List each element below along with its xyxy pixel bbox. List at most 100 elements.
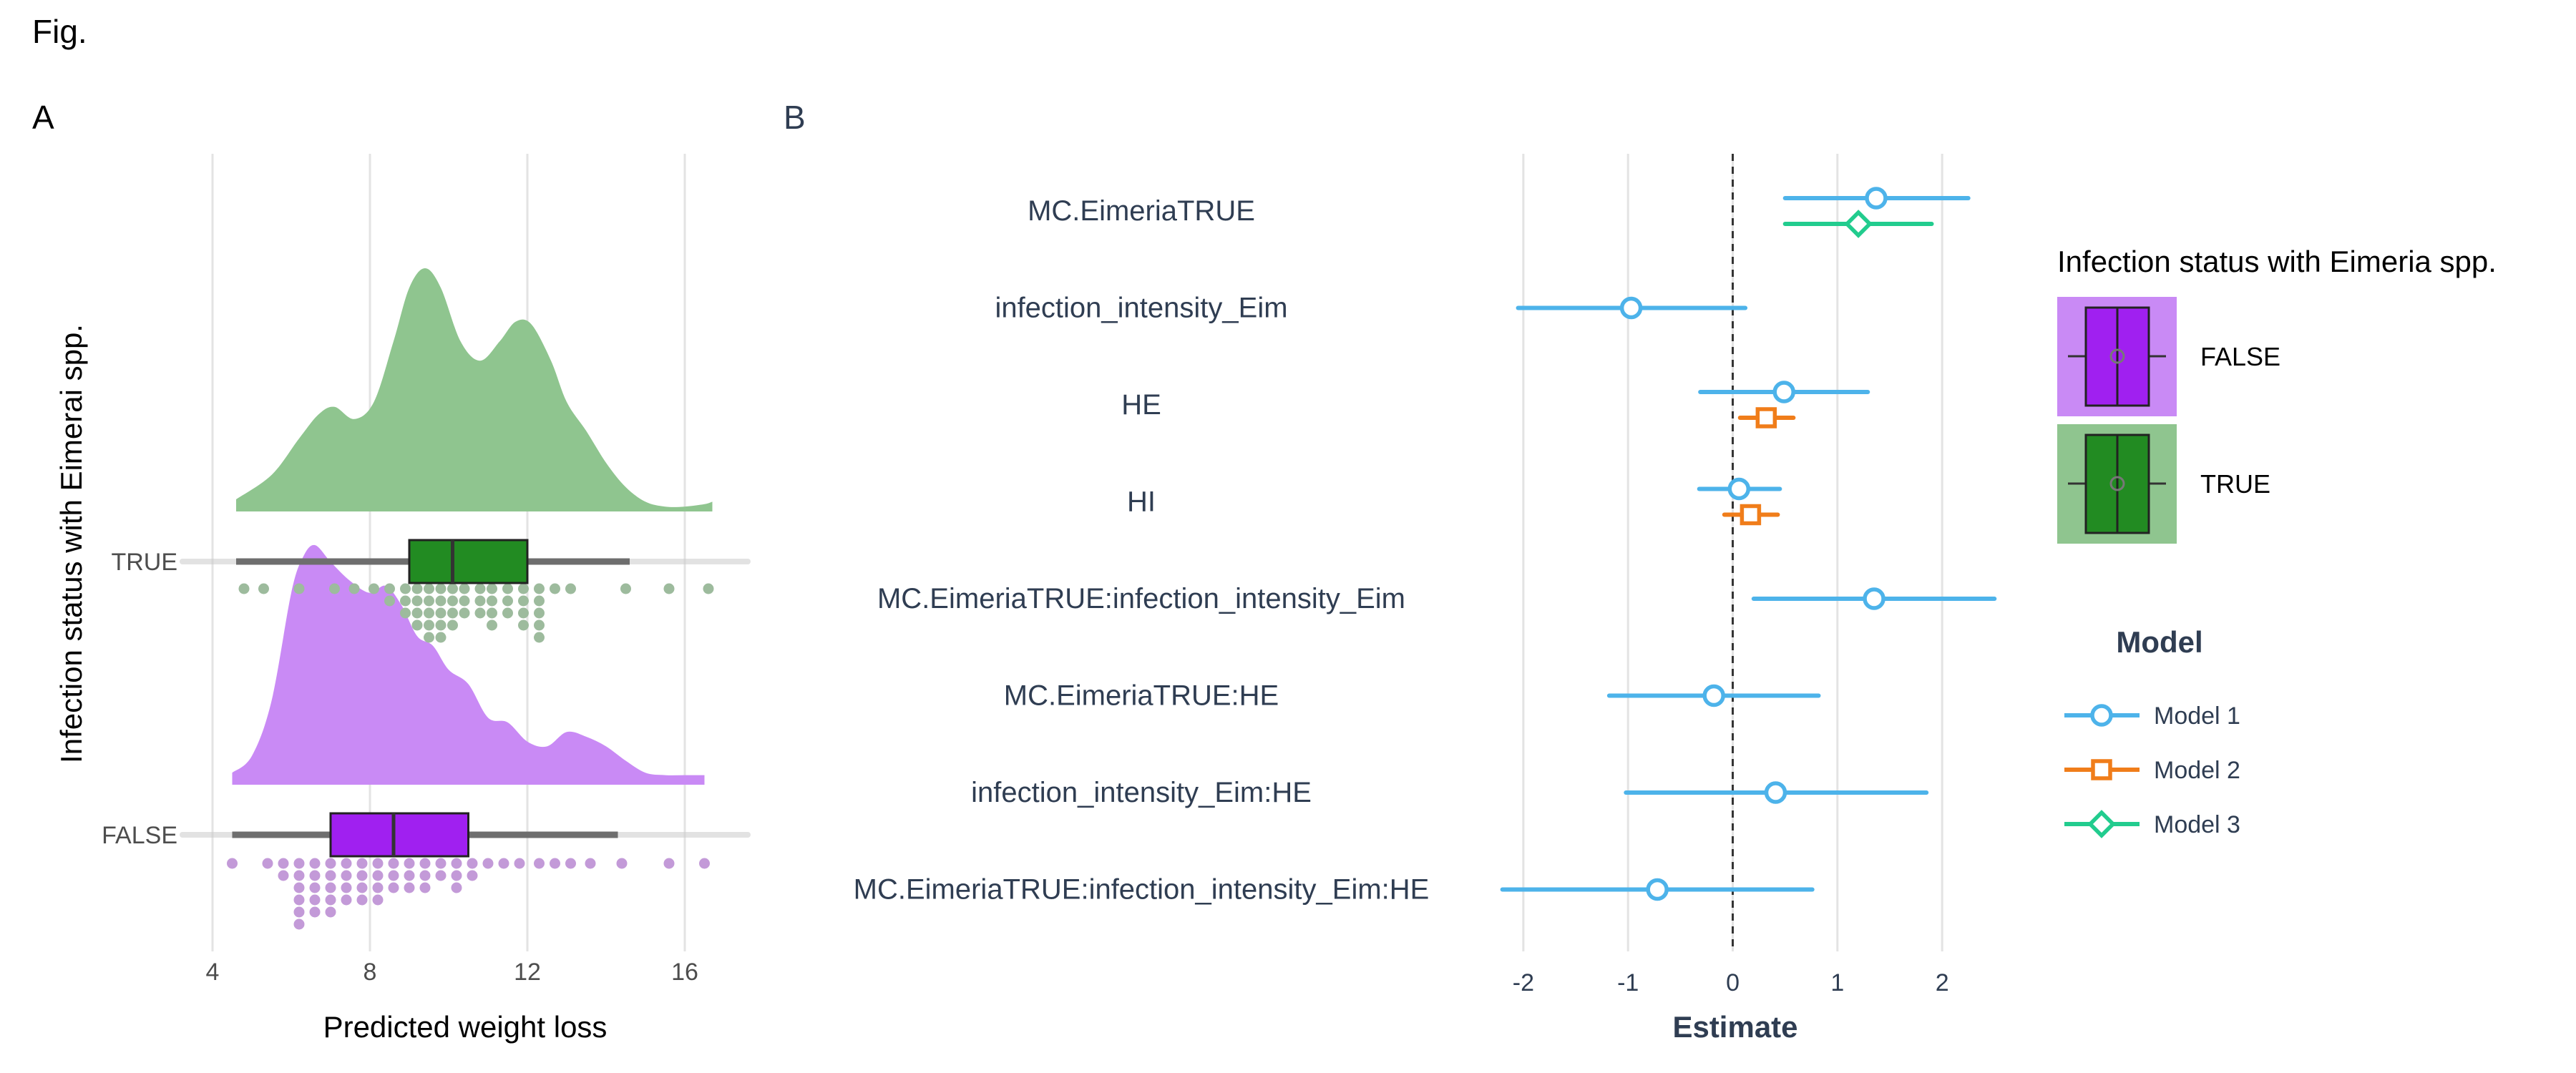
panel-a: A TRUE FALSE 4 8 12 16 Predicted weight loss… (32, 99, 751, 1044)
panel-b-x-tick-label: -2 (1513, 969, 1534, 996)
panel-b-x-tick-label: -1 (1617, 969, 1639, 996)
panel-a-false-dot (341, 858, 352, 869)
panel-a-true-dot (474, 583, 486, 594)
panel-a-false-dot (356, 882, 368, 893)
panel-a-false-box (329, 812, 469, 858)
panel-a-true-dot (502, 583, 513, 594)
panel-a-false-dot (372, 894, 384, 906)
panel-a-false-dot (388, 870, 399, 881)
panel-a-false-dot (435, 870, 447, 881)
panel-a-false-dot (293, 870, 305, 881)
legend-model-3-marker (2087, 810, 2116, 838)
panel-a-true-dot (502, 595, 513, 607)
panel-a-category-labels: TRUE FALSE (102, 549, 177, 849)
panel-a-x-tick-labels: 4 8 12 16 (206, 959, 698, 986)
panel-a-false-dot (699, 858, 710, 869)
panel-a-true-dot (550, 583, 560, 594)
panel-a-label: A (32, 99, 54, 136)
panel-b-model-2-estimate (1755, 407, 1777, 428)
panel-a-true-dot (487, 595, 497, 607)
panel-a-true-dot (435, 619, 447, 631)
panel-a-true-dot (534, 619, 545, 631)
panel-a-true-dot (411, 583, 423, 594)
panel-a-false-dot (663, 858, 675, 869)
panel-a-false-dot (293, 918, 305, 930)
panel-b-term-label: MC.EimeriaTRUE:infection_intensity_Eim (877, 583, 1405, 614)
panel-a-true-dot (293, 583, 305, 594)
panel-a-false-dot (388, 858, 399, 869)
panel-a-true-dot (534, 583, 545, 594)
panel-a-true-density (236, 268, 713, 511)
panel-a-true-category-label: TRUE (111, 549, 177, 576)
panel-a-true-dot (400, 595, 411, 607)
panel-a-false-dot (404, 858, 415, 869)
panel-a-true-dot (411, 619, 423, 631)
panel-a-false-category-label: FALSE (102, 822, 177, 849)
panel-a-false-dot (451, 882, 462, 893)
legend-label-true: TRUE (2200, 469, 2270, 499)
panel-a-false-dot (262, 858, 273, 869)
panel-a-false-dot (451, 870, 462, 881)
panel-a-false-dot (325, 894, 336, 906)
panel-a-false-dot (404, 870, 415, 881)
panel-a-true-dot (620, 583, 631, 594)
legend-label-false: FALSE (2200, 342, 2280, 371)
panel-a-false-dot (372, 858, 384, 869)
panel-a-x-tick-label: 12 (514, 959, 541, 986)
panel-a-false-dot (585, 858, 596, 869)
panel-b-x-axis-title: Estimate (1672, 1010, 1797, 1044)
panel-a-false-dot (534, 858, 545, 869)
legend-model-3-label: Model 3 (2154, 811, 2240, 838)
panel-a-true-dot (424, 583, 434, 594)
legend-infection-status-title: Infection status with Eimeria spp. (2057, 245, 2497, 278)
panel-a-false-dot (356, 870, 368, 881)
panel-a-true-dot (435, 595, 447, 607)
panel-a-false-dot (451, 858, 462, 869)
panel-a-x-tick-label: 4 (206, 959, 220, 986)
panel-b-term-label: MC.EimeriaTRUE:HE (1004, 680, 1279, 712)
panel-a-false-dot (278, 858, 289, 869)
panel-a-true-dot (424, 619, 434, 631)
panel-a-density-clouds (232, 268, 713, 785)
panel-b-x-tick-label: 1 (1830, 969, 1844, 996)
panel-b-term-label: infection_intensity_Eim (995, 293, 1287, 324)
panel-a-x-tick-label: 8 (364, 959, 377, 986)
panel-a-true-dot (474, 607, 486, 619)
panel-a-true-dot (329, 583, 340, 594)
panel-a-true-dot (411, 595, 423, 607)
panel-b-model-2-estimate (1740, 504, 1762, 526)
panel-a-false-dot (404, 882, 415, 893)
panel-a-y-axis-title: Infection status with Eimerai spp. (54, 324, 88, 763)
panel-a-true-box (408, 539, 529, 584)
panel-a-true-dot (348, 583, 360, 594)
panel-a-false-dot (325, 882, 336, 893)
panel-b-model-1-estimate (1764, 781, 1787, 804)
panel-a-true-dot (487, 583, 497, 594)
panel-a-false-dot (419, 882, 431, 893)
panel-b-term-label: MC.EimeriaTRUE (1028, 195, 1255, 227)
panel-a-true-dot (447, 583, 458, 594)
panel-b-x-tick-label: 0 (1726, 969, 1740, 996)
panel-a-true-dot (487, 607, 497, 619)
panel-a-true-dot (435, 583, 447, 594)
panel-a-false-dot (341, 882, 352, 893)
panel-a-boxplots (180, 539, 751, 858)
panel-a-false-dot (482, 858, 494, 869)
panel-b-label: B (784, 99, 806, 136)
panel-a-true-dot (400, 607, 411, 619)
panel-b-model-1-estimate (1702, 684, 1725, 707)
panel-a-false-dot (498, 858, 509, 869)
panel-a-true-dot (447, 619, 458, 631)
panel-a-false-dot (278, 870, 289, 881)
panel-a-true-dot (518, 595, 529, 607)
legend-key-mean (2109, 476, 2125, 491)
panel-b-estimates (1500, 187, 1997, 901)
panel-a-false-dot (616, 858, 628, 869)
panel-b-model-1-estimate (1646, 878, 1669, 901)
panel-a-true-dot (369, 583, 379, 594)
panel-a-false-dot (325, 906, 336, 918)
panel-a-true-dot (502, 607, 513, 619)
legend-key-mean (2109, 348, 2125, 364)
panel-a-false-dot (309, 870, 321, 881)
